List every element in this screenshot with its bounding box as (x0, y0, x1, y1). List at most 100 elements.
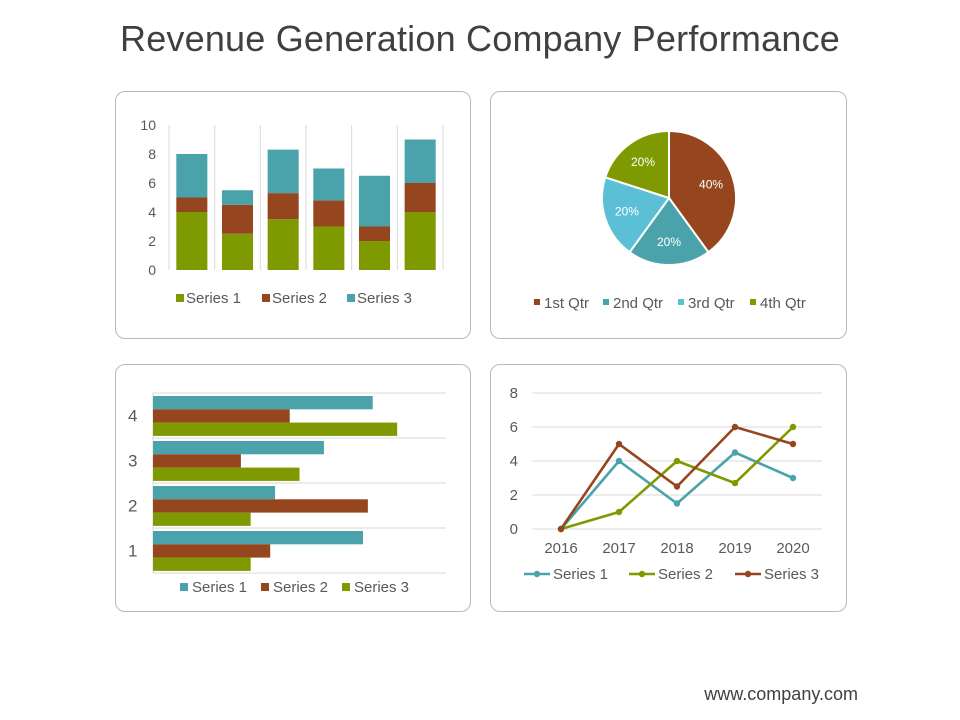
legend-swatch (262, 294, 270, 302)
stacked-column-chart-panel: 0 2 4 6 8 10 Series 1 Series 2 Series 3 (115, 91, 471, 339)
bar-segment-series-1 (313, 226, 345, 270)
bar-series-1 (153, 531, 363, 545)
legend-marker (638, 570, 646, 578)
legend-swatch (176, 294, 184, 302)
x-tick-label: 2016 (544, 540, 577, 557)
legend-label: Series 3 (764, 566, 819, 583)
data-point (615, 440, 623, 448)
legend-label: 2nd Qtr (613, 295, 663, 312)
bar-series-1 (153, 396, 373, 410)
pie-data-label: 20% (657, 235, 681, 249)
data-point (615, 457, 623, 465)
legend-label: 1st Qtr (544, 295, 589, 312)
data-point (731, 479, 739, 487)
legend-label: Series 2 (272, 290, 327, 307)
pie-slice (628, 196, 710, 266)
y-tick-label: 0 (510, 521, 518, 538)
bar-series-1 (153, 486, 276, 500)
horizontal-bar-chart: 1 2 3 4 Series 1 Series 2 Series 3 (128, 392, 446, 596)
legend-label: Series 1 (192, 579, 247, 596)
legend-label: Series 2 (658, 566, 713, 583)
bar-series-2 (153, 409, 290, 423)
bar-segment-series-2 (176, 197, 208, 212)
x-tick-label: 2018 (660, 540, 693, 557)
y-tick-label: 6 (148, 175, 156, 191)
y-category-label: 3 (128, 452, 137, 471)
bar-segment-series-2 (404, 183, 436, 212)
bar-segment-series-1 (404, 212, 436, 270)
legend-swatch (261, 583, 269, 591)
pie-chart: 40% 20% 20% 20% 1st Qtr 2nd Qtr 3rd Qtr 4th Qtr (534, 129, 806, 312)
x-tick-label: 2020 (776, 540, 809, 557)
bar-segment-series-2 (221, 204, 254, 234)
line-series-3 (559, 425, 794, 530)
y-category-label: 1 (128, 542, 137, 561)
legend-swatch (534, 299, 540, 305)
legend-label: Series 3 (357, 290, 412, 307)
legend-label: Series 1 (553, 566, 608, 583)
bar-series-3 (153, 512, 251, 526)
y-tick-label: 2 (510, 487, 518, 504)
stacked-column-chart: 0 2 4 6 8 10 Series 1 Series 2 Series 3 (140, 117, 444, 307)
legend-label: Series 2 (273, 579, 328, 596)
legend-label: Series 1 (186, 290, 241, 307)
y-tick-label: 8 (148, 146, 156, 162)
data-point (731, 423, 739, 431)
bar-segment-series-3 (221, 190, 254, 205)
bar-series-3 (153, 557, 251, 571)
bar-segment-series-3 (404, 139, 436, 183)
y-tick-label: 4 (148, 204, 156, 220)
bar-series-2 (153, 454, 241, 468)
y-tick-label: 8 (510, 385, 518, 402)
pie-slice (601, 176, 671, 254)
line-chart: 0 2 4 6 8 2016 2017 2018 2019 2020 Series 1 Series … (510, 385, 822, 583)
bar-segment-series-1 (221, 233, 254, 270)
legend-marker (533, 570, 541, 578)
y-category-label: 2 (128, 497, 137, 516)
y-category-label: 4 (128, 407, 137, 426)
bar-segment-series-3 (176, 154, 208, 198)
data-point (789, 440, 797, 448)
page-title: Revenue Generation Company Performance (120, 18, 840, 59)
bar-segment-series-2 (267, 193, 299, 220)
y-tick-label: 2 (148, 233, 156, 249)
legend-swatch (678, 299, 684, 305)
bar-segment-series-2 (313, 200, 345, 227)
data-point (789, 423, 797, 431)
bar-segment-series-1 (176, 212, 208, 270)
data-point (731, 449, 739, 456)
legend-swatch (342, 583, 350, 591)
bar-segment-series-1 (267, 219, 299, 270)
legend-marker (744, 570, 752, 578)
data-point (789, 474, 797, 482)
data-point (615, 508, 623, 516)
legend-swatch (750, 299, 756, 305)
pie-slice (668, 129, 737, 254)
y-tick-label: 10 (140, 117, 156, 133)
y-tick-label: 4 (510, 453, 518, 470)
footer-website: www.company.com (704, 684, 858, 704)
data-point (673, 500, 681, 507)
pie-chart-panel: 40% 20% 20% 20% 1st Qtr 2nd Qtr 3rd Qtr 4th Qtr (490, 91, 847, 339)
legend-swatch (347, 294, 355, 302)
legend-label: Series 3 (354, 579, 409, 596)
bar-series-1 (153, 441, 324, 455)
pie-data-label: 40% (699, 177, 723, 191)
legend-swatch (180, 583, 188, 591)
pie-slice (604, 129, 670, 200)
line-chart-panel: 0 2 4 6 8 2016 2017 2018 2019 2020 Series 1 Series … (490, 364, 847, 612)
legend-label: 3rd Qtr (688, 295, 735, 312)
bar-series-3 (153, 422, 398, 436)
bar-series-2 (153, 499, 368, 513)
bar-segment-series-3 (313, 168, 345, 201)
bar-segment-series-2 (358, 226, 391, 241)
bar-series-2 (153, 544, 271, 558)
legend-label: 4th Qtr (760, 295, 806, 312)
y-tick-label: 0 (148, 262, 156, 278)
x-tick-label: 2019 (718, 540, 751, 557)
x-tick-label: 2017 (602, 540, 635, 557)
pie-data-label: 20% (615, 205, 639, 219)
legend-swatch (603, 299, 609, 305)
bar-segment-series-1 (358, 241, 391, 270)
bar-series-3 (153, 467, 300, 481)
